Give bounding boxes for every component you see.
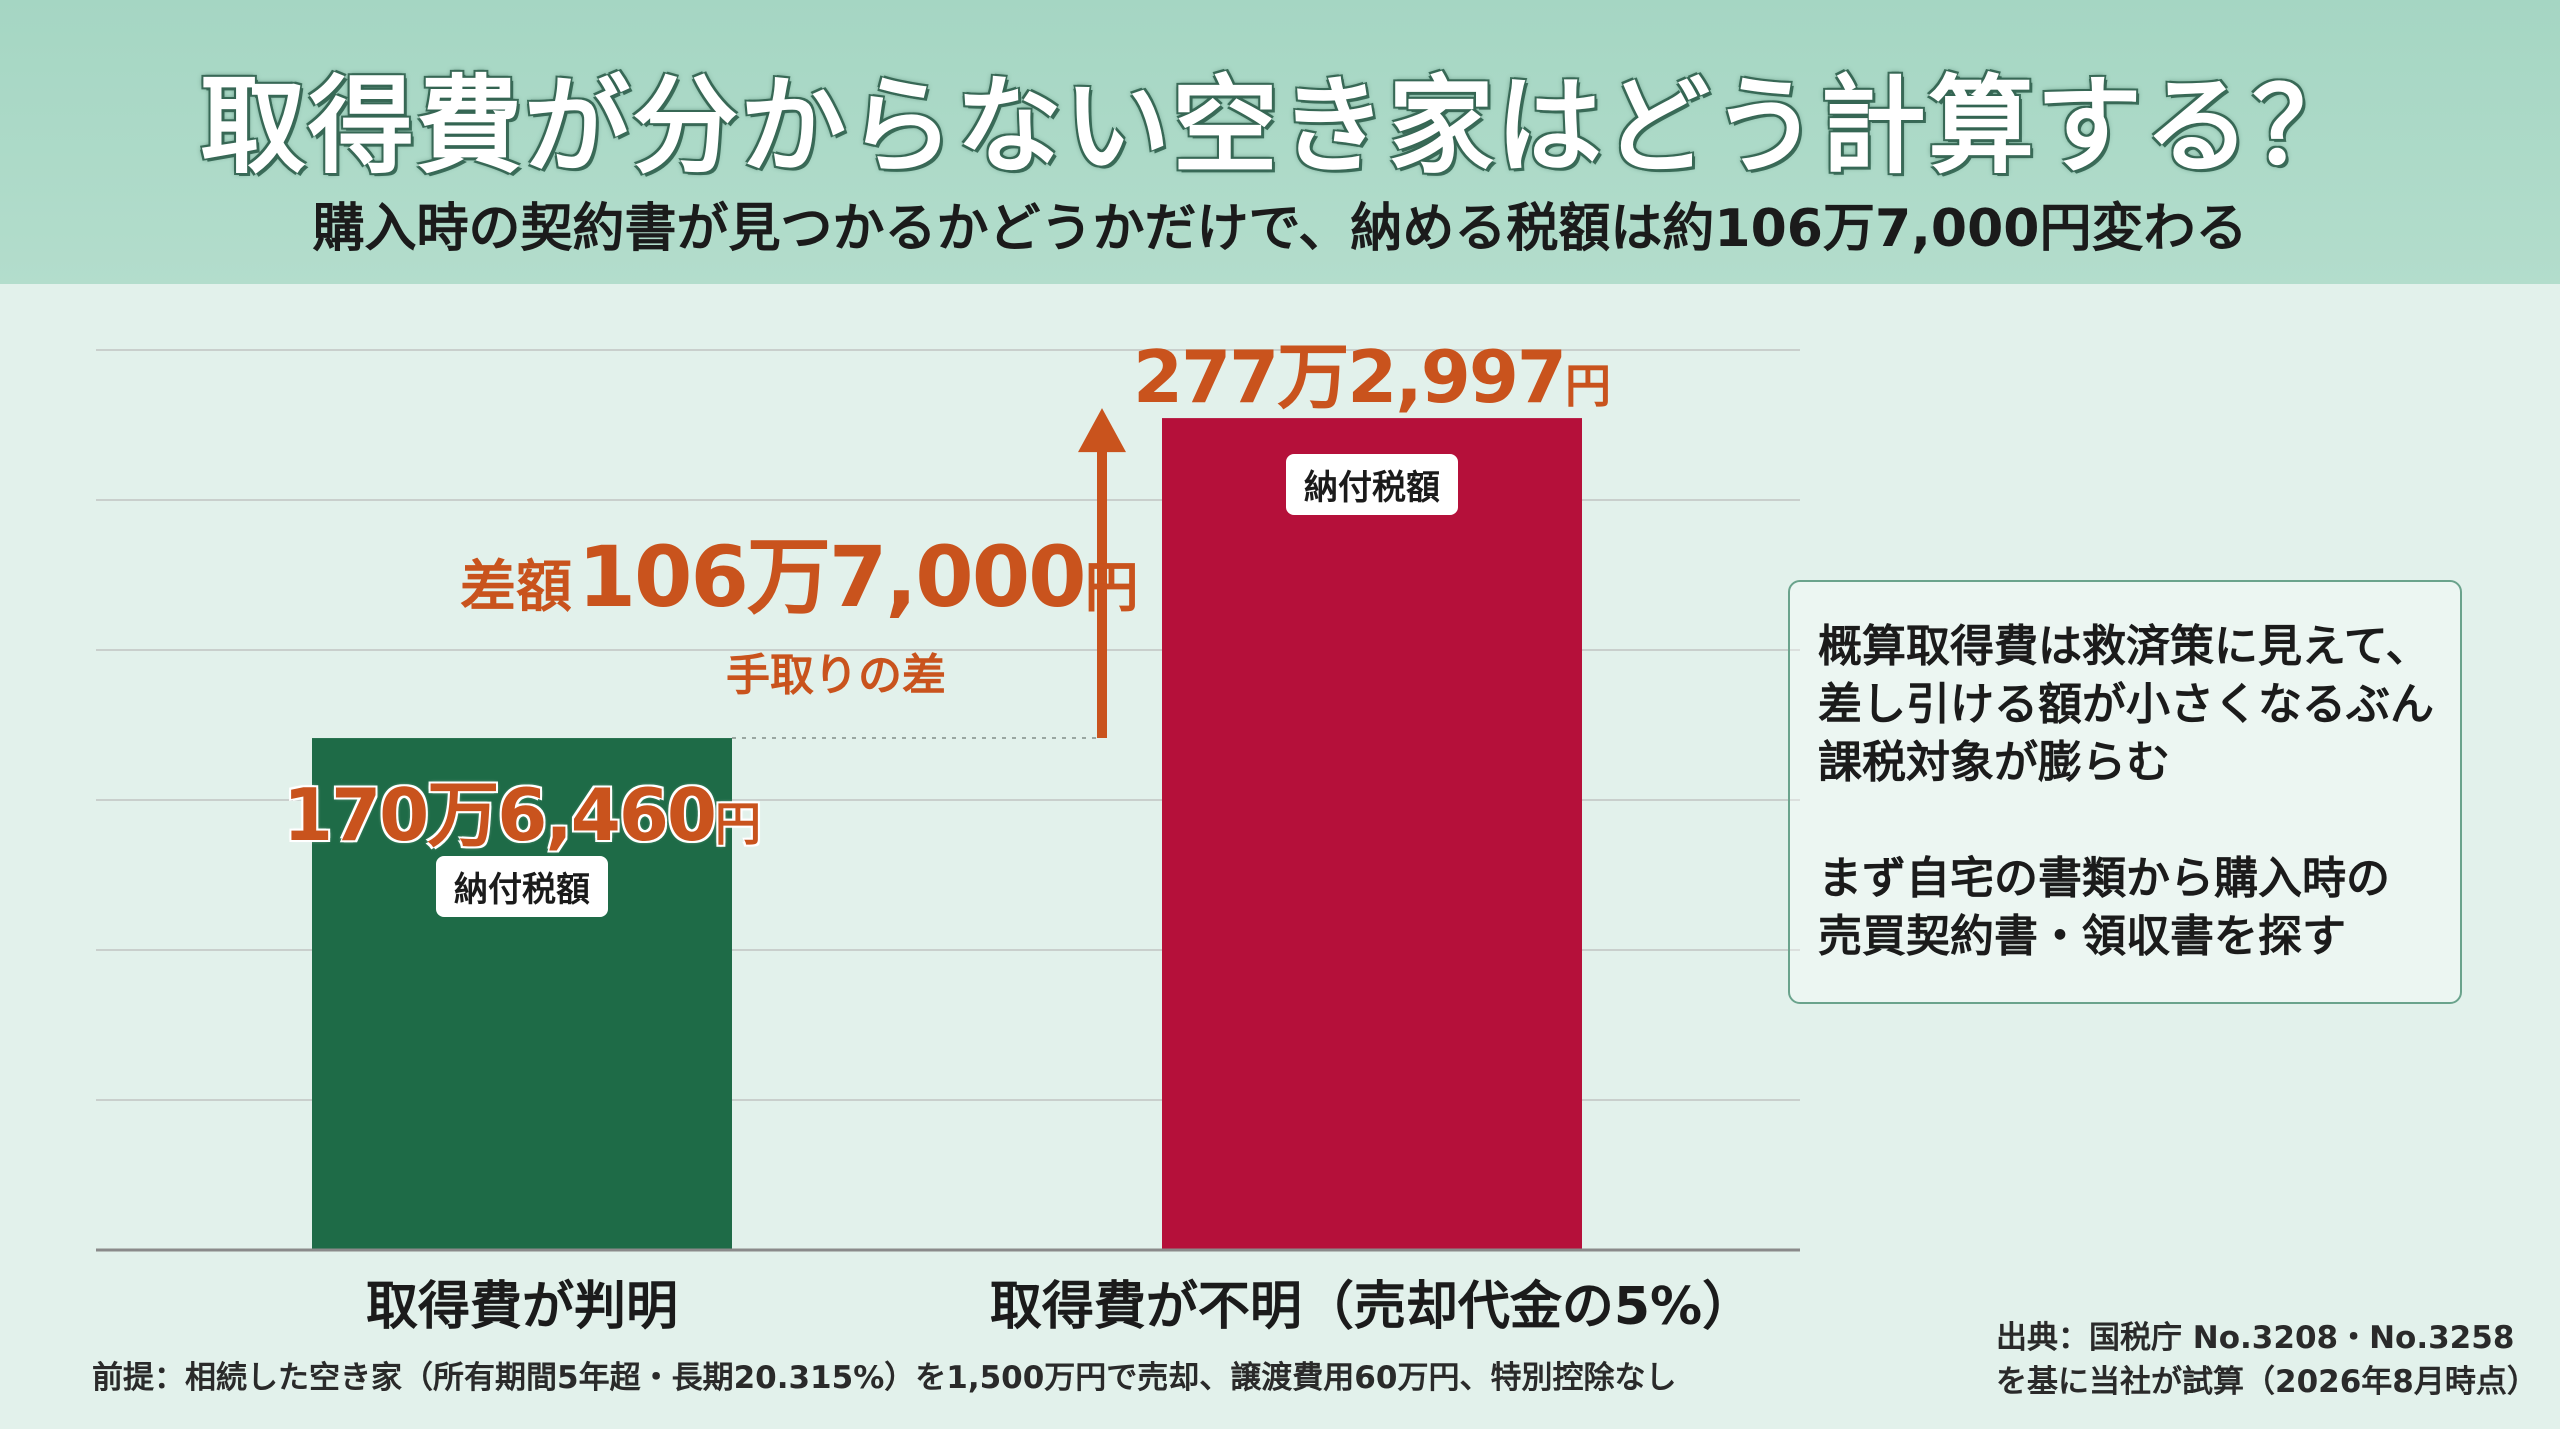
value-unit: 円 <box>1565 359 1612 414</box>
bar-0 <box>312 738 732 1250</box>
value-number: 170万6,460 <box>282 773 717 858</box>
bar-value-label-acquisition-unknown: 277万2,997円 <box>1133 318 1611 423</box>
category-label-acquisition-unknown: 取得費が不明（売却代金の5%） <box>989 1277 1755 1337</box>
source-note: 出典：国税庁 No.3208・No.3258 を基に当社が試算（2026年8月時… <box>1996 1316 2538 1404</box>
difference-amount: 差額 106万7,000円 <box>460 510 1139 631</box>
bar-1 <box>1162 418 1582 1250</box>
note-line: 概算取得費は救済策に見えて、 <box>1818 621 2430 672</box>
header-banner: 取得費が分からない空き家はどう計算する？ 購入時の契約書が見つかるかどうかだけで… <box>0 0 2560 284</box>
page-subtitle: 購入時の契約書が見つかるかどうかだけで、納める税額は約106万7,000円変わる <box>312 199 2248 259</box>
category-label-acquisition-known: 取得費が判明 <box>365 1277 679 1337</box>
difference-prefix: 差額 <box>460 555 572 620</box>
value-unit: 円 <box>715 797 762 852</box>
note-line: 差し引ける額が小さくなるぶん <box>1818 679 2434 730</box>
note-line: 課税対象が膨らむ <box>1818 737 2170 788</box>
bars <box>312 418 1582 1250</box>
bar-tag-tax-payment: 納付税額 <box>436 856 608 918</box>
source-line: 出典：国税庁 No.3208・No.3258 <box>1996 1320 2515 1356</box>
value-number: 277万2,997 <box>1132 335 1567 420</box>
premise-note: 前提：相続した空き家（所有期間5年超・長期20.315%）を1,500万円で売却… <box>92 1360 1677 1396</box>
page-title: 取得費が分からない空き家はどう計算する？ <box>200 65 2360 188</box>
bar-tag-tax-payment: 納付税額 <box>1286 454 1458 516</box>
difference-indicator <box>732 408 1126 740</box>
difference-arrow-icon <box>1078 408 1126 453</box>
difference-number: 106万7,000 <box>577 528 1087 626</box>
note-callout-box: 概算取得費は救済策に見えて、 差し引ける額が小さくなるぶん 課税対象が膨らむ ま… <box>1788 580 2462 1004</box>
source-line: を基に当社が試算（2026年8月時点） <box>1996 1364 2538 1400</box>
difference-caption: 手取りの差 <box>726 650 946 701</box>
note-line: 売買契約書・領収書を探す <box>1818 911 2346 962</box>
difference-unit: 円 <box>1084 556 1139 619</box>
difference-annotation: 差額 106万7,000円 手取りの差 <box>460 510 1139 703</box>
bar-value-label-acquisition-known: 170万6,460円 <box>283 756 761 861</box>
note-line: まず自宅の書類から購入時の <box>1818 853 2390 904</box>
